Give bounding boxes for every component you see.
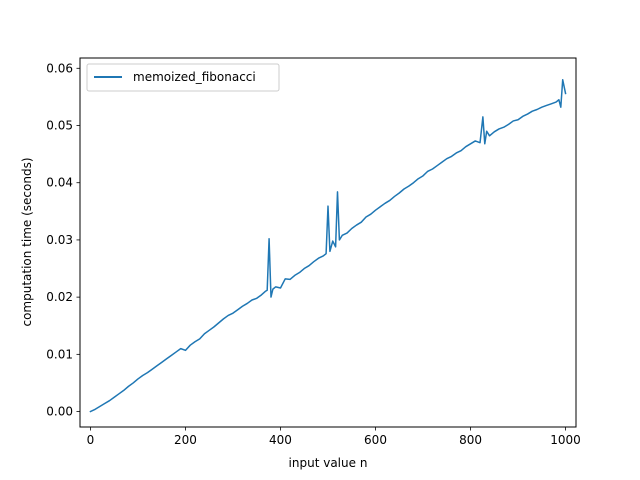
x-tick-label: 0 bbox=[87, 433, 95, 447]
series-layer bbox=[89, 78, 567, 413]
series-line-0 bbox=[89, 78, 567, 413]
legend-label: memoized_fibonacci bbox=[133, 70, 256, 84]
x-tick-label: 600 bbox=[364, 433, 387, 447]
y-tick-label: 0.05 bbox=[46, 119, 73, 133]
x-tick-label: 200 bbox=[174, 433, 197, 447]
y-tick-label: 0.01 bbox=[46, 347, 73, 361]
x-axis-label: input value n bbox=[289, 456, 368, 470]
x-axis: 0 200 400 600 800 1000 bbox=[87, 427, 581, 447]
y-tick-label: 0.06 bbox=[46, 61, 73, 75]
y-tick-label: 0.03 bbox=[46, 233, 73, 247]
x-tick-label: 1000 bbox=[550, 433, 581, 447]
y-axis-label: computation time (seconds) bbox=[20, 157, 34, 326]
plot-frame bbox=[79, 57, 577, 428]
legend-box bbox=[86, 63, 280, 92]
plot-area bbox=[80, 58, 576, 427]
x-tick-label: 800 bbox=[459, 433, 482, 447]
x-tick-label: 400 bbox=[269, 433, 292, 447]
y-tick-label: 0.04 bbox=[46, 176, 73, 190]
y-tick-label: 0.00 bbox=[46, 405, 73, 419]
y-axis: 0.00 0.01 0.02 0.03 0.04 0.05 0.06 bbox=[46, 61, 80, 419]
legend: memoized_fibonacci bbox=[86, 63, 280, 92]
y-tick-label: 0.02 bbox=[46, 290, 73, 304]
